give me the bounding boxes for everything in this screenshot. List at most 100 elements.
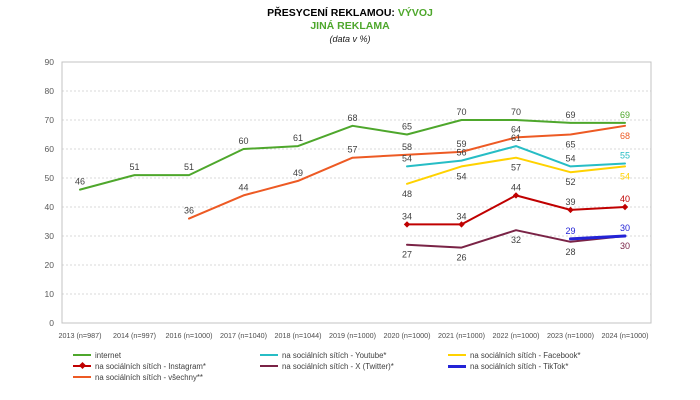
- diamond-marker: [403, 221, 411, 228]
- data-label: 54: [402, 153, 412, 163]
- legend-swatch-icon: [448, 354, 466, 356]
- data-label: 40: [620, 194, 630, 204]
- diamond-marker: [458, 221, 465, 228]
- y-axis-tick-label: 90: [45, 57, 55, 67]
- legend-swatch-icon: [73, 354, 91, 356]
- legend-item-label: na sociálních sítích - Facebook*: [470, 350, 581, 360]
- data-label: 26: [456, 253, 466, 263]
- series-line-3: [406, 145, 626, 168]
- legend-swatch-icon: [73, 361, 91, 370]
- series-line-4: [406, 229, 626, 249]
- diamond-marker: [621, 203, 629, 211]
- data-label: 30: [620, 241, 630, 251]
- data-label: 27: [402, 250, 412, 260]
- x-axis-tick-label: 2022 (n=1000): [493, 331, 540, 340]
- chart-subtitle: JINÁ REKLAMA: [310, 20, 390, 33]
- chart-note: (data v %): [329, 33, 371, 44]
- data-label: 32: [511, 235, 521, 245]
- diamond-marker-icon: [78, 361, 86, 370]
- legend-item-0: internet: [73, 350, 260, 360]
- data-label: 52: [565, 177, 575, 187]
- data-label: 51: [129, 162, 139, 172]
- diamond-marker: [512, 192, 520, 199]
- data-label: 29: [565, 226, 575, 236]
- x-axis-tick-label: 2020 (n=1000): [384, 331, 431, 340]
- data-label: 60: [238, 136, 248, 146]
- legend-item-label: na sociálních sítích - všechny**: [95, 372, 203, 382]
- diamond-marker: [567, 206, 574, 214]
- chart-title-prefix: PŘESYCENÍ REKLAMOU:: [267, 7, 395, 19]
- data-label: 64: [511, 124, 521, 134]
- data-label: 68: [620, 131, 630, 141]
- chart-title-highlight: VÝVOJ: [397, 7, 433, 19]
- x-axis-tick-label: 2018 (n=1044): [275, 331, 322, 340]
- legend-item-label: na sociálních sítích - Youtube*: [282, 350, 387, 360]
- x-axis-tick-label: 2013 (n=987): [59, 331, 102, 340]
- data-label: 54: [456, 171, 466, 181]
- data-label: 61: [293, 133, 303, 143]
- x-axis-tick-label: 2023 (n=1000): [547, 331, 594, 340]
- legend-item-label: internet: [95, 350, 122, 360]
- series-line-0: [79, 119, 626, 191]
- data-label: 48: [402, 189, 412, 199]
- data-label: 70: [456, 107, 466, 117]
- data-label: 30: [620, 223, 630, 233]
- legend-item-label: na sociálních sítích - Instagram*: [95, 361, 206, 371]
- y-axis-tick-label: 40: [45, 202, 55, 212]
- data-label: 44: [238, 182, 248, 192]
- y-axis-tick-label: 80: [45, 86, 55, 96]
- data-label: 34: [402, 211, 412, 221]
- data-label: 59: [456, 139, 466, 149]
- y-axis-tick-label: 30: [45, 231, 55, 241]
- data-label: 58: [402, 142, 412, 152]
- legend-item-6: na sociálních sítích - všechny**: [73, 372, 260, 382]
- legend-item-label: na sociálních sítích - X (Twitter)*: [282, 361, 394, 371]
- data-label: 28: [565, 247, 575, 257]
- legend-item-5: na sociálních sítích - TikTok*: [448, 361, 693, 371]
- y-axis-tick-label: 0: [49, 318, 54, 328]
- legend-swatch-icon: [73, 376, 91, 378]
- data-label: 54: [565, 153, 575, 163]
- data-label: 54: [620, 171, 630, 181]
- data-label: 51: [184, 162, 194, 172]
- data-label: 57: [347, 145, 357, 155]
- y-axis-tick-label: 20: [45, 260, 55, 270]
- legend-swatch-icon: [260, 354, 278, 356]
- data-label: 69: [620, 110, 630, 120]
- x-axis-tick-label: 2019 (n=1000): [329, 331, 376, 340]
- legend-item-2: na sociálních sítích - Facebook*: [448, 350, 693, 360]
- data-label: 65: [402, 122, 412, 132]
- x-axis-tick-label: 2024 (n=1000): [602, 331, 649, 340]
- data-label: 65: [565, 140, 575, 150]
- data-label: 61: [511, 133, 521, 143]
- series-line-2: [406, 156, 626, 185]
- series-line-1: [188, 124, 626, 220]
- legend-swatch-icon: [448, 364, 466, 368]
- data-label: 46: [75, 177, 85, 187]
- y-axis-tick-label: 10: [45, 289, 55, 299]
- y-axis-tick-label: 50: [45, 173, 55, 183]
- plot-border: [61, 61, 652, 324]
- chart-title-block: PŘESYCENÍ REKLAMOU: VÝVOJ JINÁ REKLAMA (…: [0, 7, 700, 45]
- line-chart-plot: 0 10 20 30 40 50 60 70 80 90 2013 (n=987) 2014 (n=9…: [45, 57, 652, 340]
- legend-item-3: na sociálních sítích - Instagram*: [73, 361, 260, 371]
- data-label: 70: [511, 107, 521, 117]
- data-label: 69: [565, 110, 575, 120]
- y-axis-tick-label: 60: [45, 144, 55, 154]
- x-axis-tick-label: 2017 (n=1040): [220, 331, 267, 340]
- legend-swatch-icon: [260, 365, 278, 367]
- y-axis-tick-label: 70: [45, 115, 55, 125]
- chart-title: PŘESYCENÍ REKLAMOU: VÝVOJ: [0, 7, 700, 20]
- legend-item-1: na sociálních sítích - Youtube*: [260, 350, 448, 360]
- data-label: 49: [293, 168, 303, 178]
- x-axis-tick-label: 2016 (n=1000): [166, 331, 213, 340]
- data-label: 55: [620, 151, 630, 161]
- chart-legend: internet na sociálních sítích - Youtube* n…: [73, 350, 693, 382]
- data-label: 56: [456, 148, 466, 158]
- x-axis-tick-label: 2014 (n=997): [113, 331, 156, 340]
- series-line-6: [569, 234, 627, 241]
- data-label: 34: [456, 211, 466, 221]
- x-axis-tick-label: 2021 (n=1000): [438, 331, 485, 340]
- data-label: 39: [565, 197, 575, 207]
